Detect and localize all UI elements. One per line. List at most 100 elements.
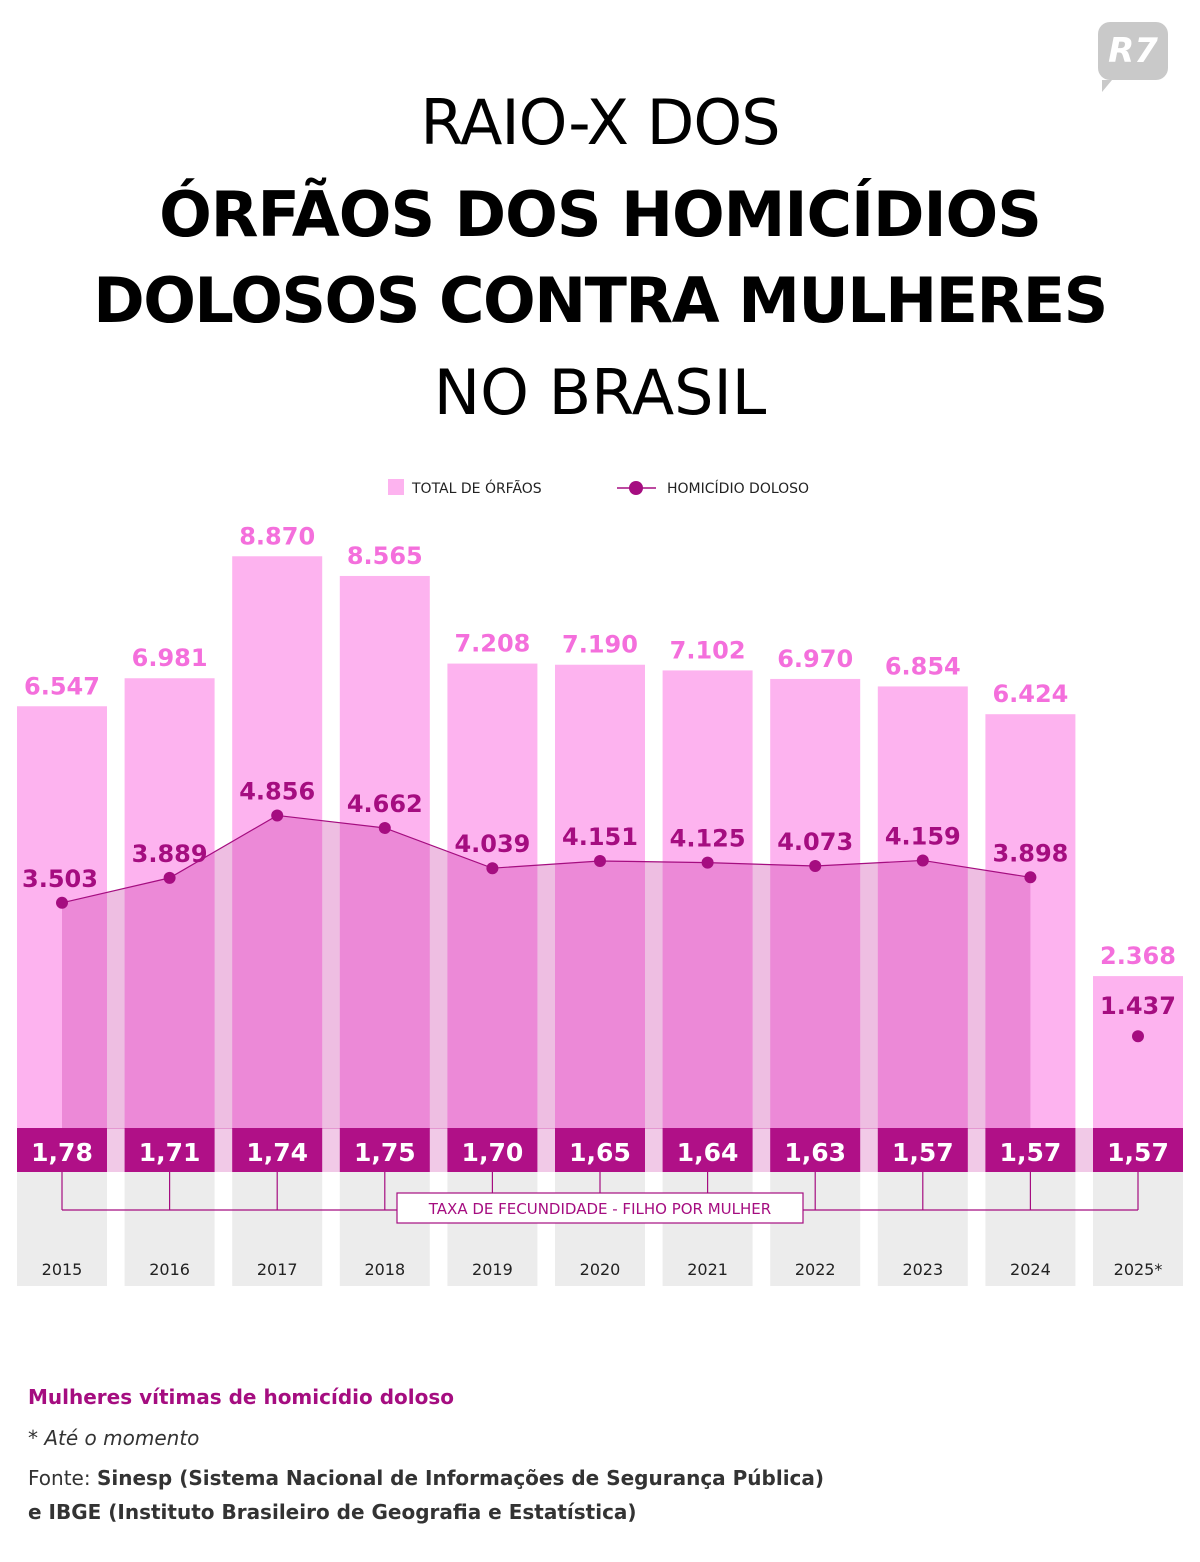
homicide-value-label: 4.159: [885, 822, 961, 850]
year-label: 2024: [1010, 1260, 1051, 1279]
fertility-value-label: 1,64: [677, 1138, 739, 1167]
fertility-value-label: 1,57: [1107, 1138, 1169, 1167]
homicide-point: [1024, 871, 1037, 884]
fertility-value-label: 1,78: [31, 1138, 93, 1167]
source-line-2: e IBGE (Instituto Brasileiro de Geografi…: [28, 1500, 637, 1524]
homicide-point: [56, 896, 68, 909]
fertility-cell: [1093, 1128, 1183, 1172]
fertility-value-label: 1,75: [354, 1138, 416, 1167]
year-label: 2019: [472, 1260, 513, 1279]
legend-bar-label: TOTAL DE ÓRFÃOS: [411, 479, 542, 497]
title-line-3: DOLOSOS CONTRA MULHERES: [93, 264, 1108, 337]
fertility-cell: [447, 1128, 538, 1172]
homicide-point: [809, 860, 822, 873]
homicide-value-label: 4.039: [454, 830, 530, 858]
homicide-point: [378, 821, 391, 834]
homicide-value-label: 3.503: [22, 865, 98, 893]
source-prefix: Fonte:: [28, 1466, 91, 1490]
orphans-bar: [985, 714, 1076, 1129]
homicide-value-label: 1.437: [1100, 992, 1176, 1020]
year-label: 2016: [149, 1260, 190, 1279]
orphans-bar: [770, 678, 861, 1129]
orphans-bar: [877, 686, 968, 1129]
legend-line-label: HOMICÍDIO DOLOSO: [667, 480, 809, 497]
homicide-value-label: 3.889: [132, 840, 208, 868]
fertility-value-label: 1,57: [1000, 1138, 1062, 1167]
homicide-point: [486, 862, 499, 875]
fertility-band-bg: [17, 1128, 1183, 1172]
orphans-bar: [17, 706, 107, 1129]
orphans-value-label: 6.424: [992, 680, 1068, 708]
homicide-value-label: 4.151: [562, 823, 638, 851]
fertility-cell: [17, 1128, 107, 1172]
year-label: 2022: [795, 1260, 836, 1279]
footer-source-1: Fonte: Sinesp (Sistema Nacional de Infor…: [28, 1466, 824, 1490]
orphans-bar: [232, 556, 323, 1129]
title-line-1: RAIO-X DOS: [420, 86, 780, 159]
homicide-area: [62, 815, 1031, 1129]
orphans-value-label: 7.208: [454, 630, 530, 658]
homicide-value-label: 4.856: [239, 777, 315, 805]
orphans-value-label: 7.190: [562, 631, 638, 659]
orphans-value-label: 6.981: [132, 644, 208, 672]
homicide-point: [916, 854, 929, 867]
fertility-cell: [877, 1128, 968, 1172]
fertility-cell: [124, 1128, 215, 1172]
fertility-value-label: 1,70: [462, 1138, 524, 1167]
homicide-point: [1132, 1030, 1144, 1043]
orphans-value-label: 6.547: [24, 672, 100, 700]
fertility-caption-box: [396, 1192, 804, 1224]
fertility-value-label: 1,63: [784, 1138, 846, 1167]
legend: TOTAL DE ÓRFÃOS HOMICÍDIO DOLOSO: [388, 479, 809, 497]
orphans-value-label: 2.368: [1100, 942, 1176, 970]
orphans-bar: [339, 575, 430, 1129]
homicide-value-label: 4.662: [347, 790, 423, 818]
fertility-cell: [985, 1128, 1076, 1172]
legend-line-marker: [629, 481, 643, 495]
fertility-caption: TAXA DE FECUNDIDADE - FILHO POR MULHER: [428, 1200, 771, 1218]
homicide-point: [701, 856, 714, 869]
homicide-point: [163, 871, 176, 884]
homicide-point: [594, 854, 606, 867]
year-label: 2017: [257, 1260, 298, 1279]
year-label: 2021: [687, 1260, 728, 1279]
orphans-bar: [447, 663, 538, 1129]
fertility-cell: [662, 1128, 753, 1172]
homicide-point: [271, 809, 284, 822]
title-line-2: ÓRFÃOS DOS HOMICÍDIOS: [159, 178, 1042, 251]
homicide-value-label: 3.898: [992, 839, 1068, 867]
orphans-bar: [662, 670, 753, 1129]
fertility-cell: [555, 1128, 645, 1172]
footer-note: * Até o momento: [28, 1426, 200, 1450]
fertility-cell: [770, 1128, 861, 1172]
orphans-bar: [124, 678, 215, 1129]
fertility-value-label: 1,57: [892, 1138, 954, 1167]
year-label: 2018: [364, 1260, 405, 1279]
orphans-bar: [555, 664, 645, 1129]
orphans-value-label: 8.870: [239, 522, 315, 550]
homicide-line: [61, 814, 1031, 904]
orphans-value-label: 6.854: [885, 652, 961, 680]
homicide-value-label: 4.073: [777, 828, 853, 856]
fertility-value-label: 1,65: [569, 1138, 631, 1167]
fertility-value-label: 1,74: [246, 1138, 308, 1167]
orphans-value-label: 7.102: [670, 636, 746, 664]
orphans-bar: [1093, 976, 1183, 1129]
fertility-cell: [232, 1128, 323, 1172]
fertility-value-label: 1,71: [139, 1138, 201, 1167]
footer-subtitle: Mulheres vítimas de homicídio doloso: [28, 1385, 455, 1409]
year-label: 2023: [902, 1260, 943, 1279]
year-label: 2025*: [1114, 1260, 1163, 1279]
year-label: 2015: [42, 1260, 83, 1279]
orphans-value-label: 6.970: [777, 645, 853, 673]
source-line-1: Sinesp (Sistema Nacional de Informações …: [96, 1466, 825, 1490]
homicide-value-label: 4.125: [670, 825, 746, 853]
orphans-value-label: 8.565: [347, 542, 423, 570]
chart: TOTAL DE ÓRFÃOS HOMICÍDIO DOLOSO TAXA DE…: [17, 479, 1183, 1286]
fertility-cell: [339, 1128, 430, 1172]
title-line-4: NO BRASIL: [433, 356, 767, 429]
r7-logo: R7: [1098, 22, 1168, 92]
legend-bar-swatch: [388, 479, 404, 495]
year-label: 2020: [580, 1260, 621, 1279]
